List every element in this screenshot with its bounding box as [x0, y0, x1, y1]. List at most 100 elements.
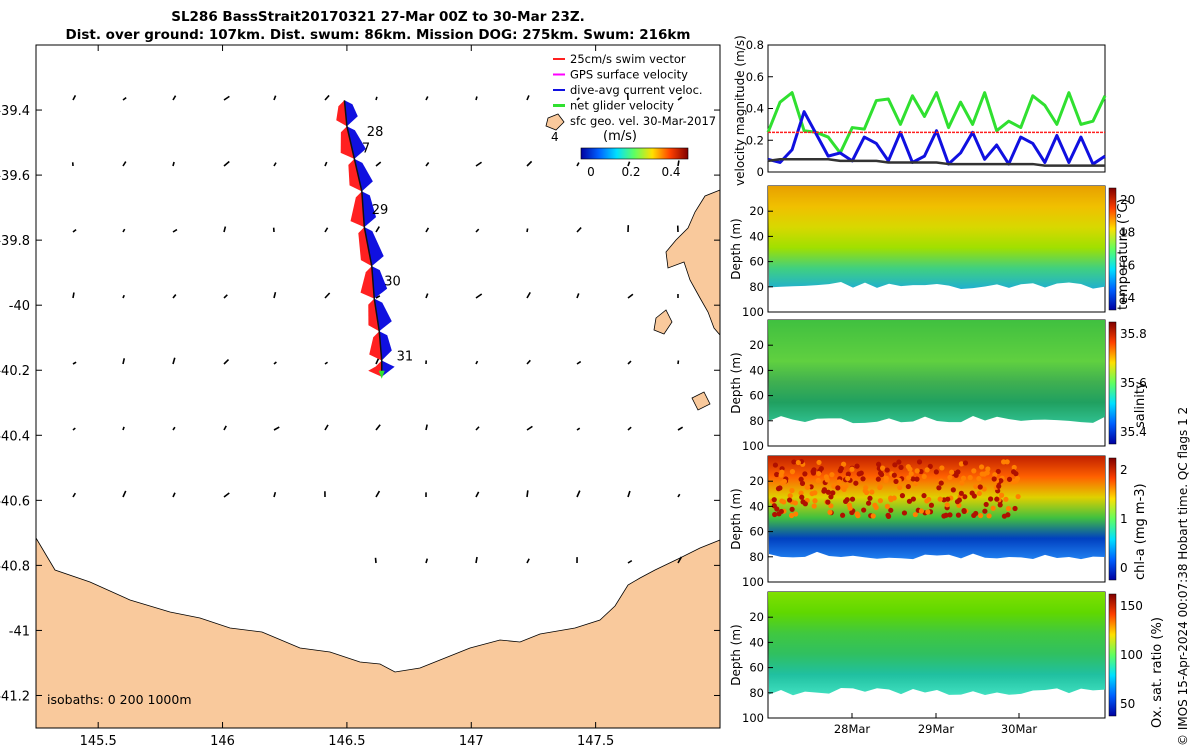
chla-dot [962, 460, 969, 466]
chla-dot [845, 475, 851, 482]
chla-dot [781, 499, 787, 505]
chla-dot [802, 471, 808, 477]
current-vector [122, 426, 125, 431]
current-vector [475, 491, 480, 498]
chla-dot [999, 492, 1005, 498]
current-vector [526, 425, 533, 431]
chart-title-line-1: SL286 BassStrait20170321 27-Mar 00Z to 3… [171, 9, 585, 25]
chla-dot [994, 496, 1000, 502]
current-vector [375, 357, 380, 365]
chla-dot [778, 472, 784, 478]
current-vector [122, 161, 127, 167]
heatmap-field [768, 186, 1105, 289]
chla-dot [981, 486, 987, 492]
y-tick-label: 0.2 [746, 133, 764, 147]
chla-dot [924, 467, 930, 473]
day-label: 30 [384, 275, 401, 290]
chla-dot [877, 498, 884, 504]
chla-dot [978, 464, 985, 470]
current-vector [223, 160, 230, 167]
current-vector [627, 559, 633, 564]
current-vector [172, 228, 178, 233]
chla-dot [791, 459, 797, 465]
temperature-colorbar-label: temperature (°C) [1116, 198, 1131, 310]
current-vector [576, 227, 582, 233]
x-tick-label: 146 [210, 734, 235, 749]
current-vector [223, 359, 230, 365]
current-vector [172, 294, 177, 299]
chla-dot [1013, 478, 1019, 484]
chla-dot [865, 500, 872, 506]
y-tick-label: 0.8 [746, 38, 764, 52]
current-vector [72, 94, 77, 101]
chla-dot [908, 471, 914, 477]
current-vector [324, 94, 330, 101]
chla-dot [816, 470, 822, 477]
chla-dot [976, 476, 982, 482]
current-vector [375, 490, 381, 498]
glider-track [343, 100, 383, 377]
chla-dot [854, 463, 860, 469]
current-vector [526, 558, 530, 564]
depth-axis-label: Depth (m) [729, 488, 743, 549]
chla-dot [901, 510, 908, 516]
chla-dot [812, 490, 818, 496]
chla-dot [998, 478, 1004, 484]
chla-dot [961, 508, 967, 514]
colorbar-tick-label: 0 [587, 165, 595, 179]
chla-dot [831, 483, 837, 490]
current-vector [122, 490, 127, 498]
current-vector [273, 162, 277, 167]
chla-dot [928, 502, 935, 508]
chla-dot [958, 461, 965, 467]
chla-dot [1006, 476, 1013, 482]
chla-dot [877, 484, 883, 491]
chla-dot [863, 489, 870, 496]
current-vector [677, 556, 683, 564]
y-tick-label: 60 [749, 389, 764, 403]
current-vector [576, 162, 580, 167]
current-vector [375, 161, 382, 167]
current-vector [172, 95, 177, 101]
chla-dot [839, 484, 845, 491]
glider-track-map: 145.5 146 146.5 147 147.5 -39.4 -39.6 -39.8 -40 -… [0, 44, 721, 749]
chla-dot [891, 495, 897, 501]
current-vector [425, 96, 429, 101]
legend-item: GPS surface velocity [570, 68, 688, 82]
chla-dot [825, 489, 831, 495]
chla-dot [906, 475, 912, 481]
current-vector-swath [346, 126, 366, 159]
chla-dot [1001, 513, 1008, 519]
chla-dot [812, 498, 818, 504]
chla-dot [771, 503, 777, 509]
chla-dot [947, 512, 953, 518]
chla-dot [987, 496, 994, 502]
colorbar-tick-label: 150 [1120, 599, 1143, 613]
chla-dot [950, 487, 956, 493]
chla-dot [849, 509, 855, 516]
chla-dot [884, 467, 890, 473]
current-vector [576, 360, 582, 365]
chla-dot [824, 477, 830, 483]
chla-dot [872, 502, 878, 508]
legend-item: sfc geo. vel. 30-Mar-2017 [570, 114, 716, 128]
heatmap-field [768, 592, 1105, 696]
chla-dot [880, 465, 886, 471]
chla-dot [810, 470, 817, 476]
y-tick-label: 80 [749, 550, 764, 564]
chla-dot [914, 476, 920, 482]
chla-dot [825, 499, 831, 505]
current-vector [677, 96, 683, 101]
y-tick-label: 0 [757, 165, 764, 179]
chla-dot [905, 483, 911, 490]
chla-dot [861, 507, 867, 513]
chla-dot [933, 469, 939, 475]
inset-label: 4 [551, 130, 559, 144]
chla-dot [1010, 469, 1017, 475]
x-tick-label: 28Mar [834, 722, 871, 736]
y-tick-label: 80 [749, 686, 764, 700]
chla-dot [936, 485, 942, 491]
chla-dot [910, 476, 916, 482]
chla-dot [905, 464, 911, 470]
